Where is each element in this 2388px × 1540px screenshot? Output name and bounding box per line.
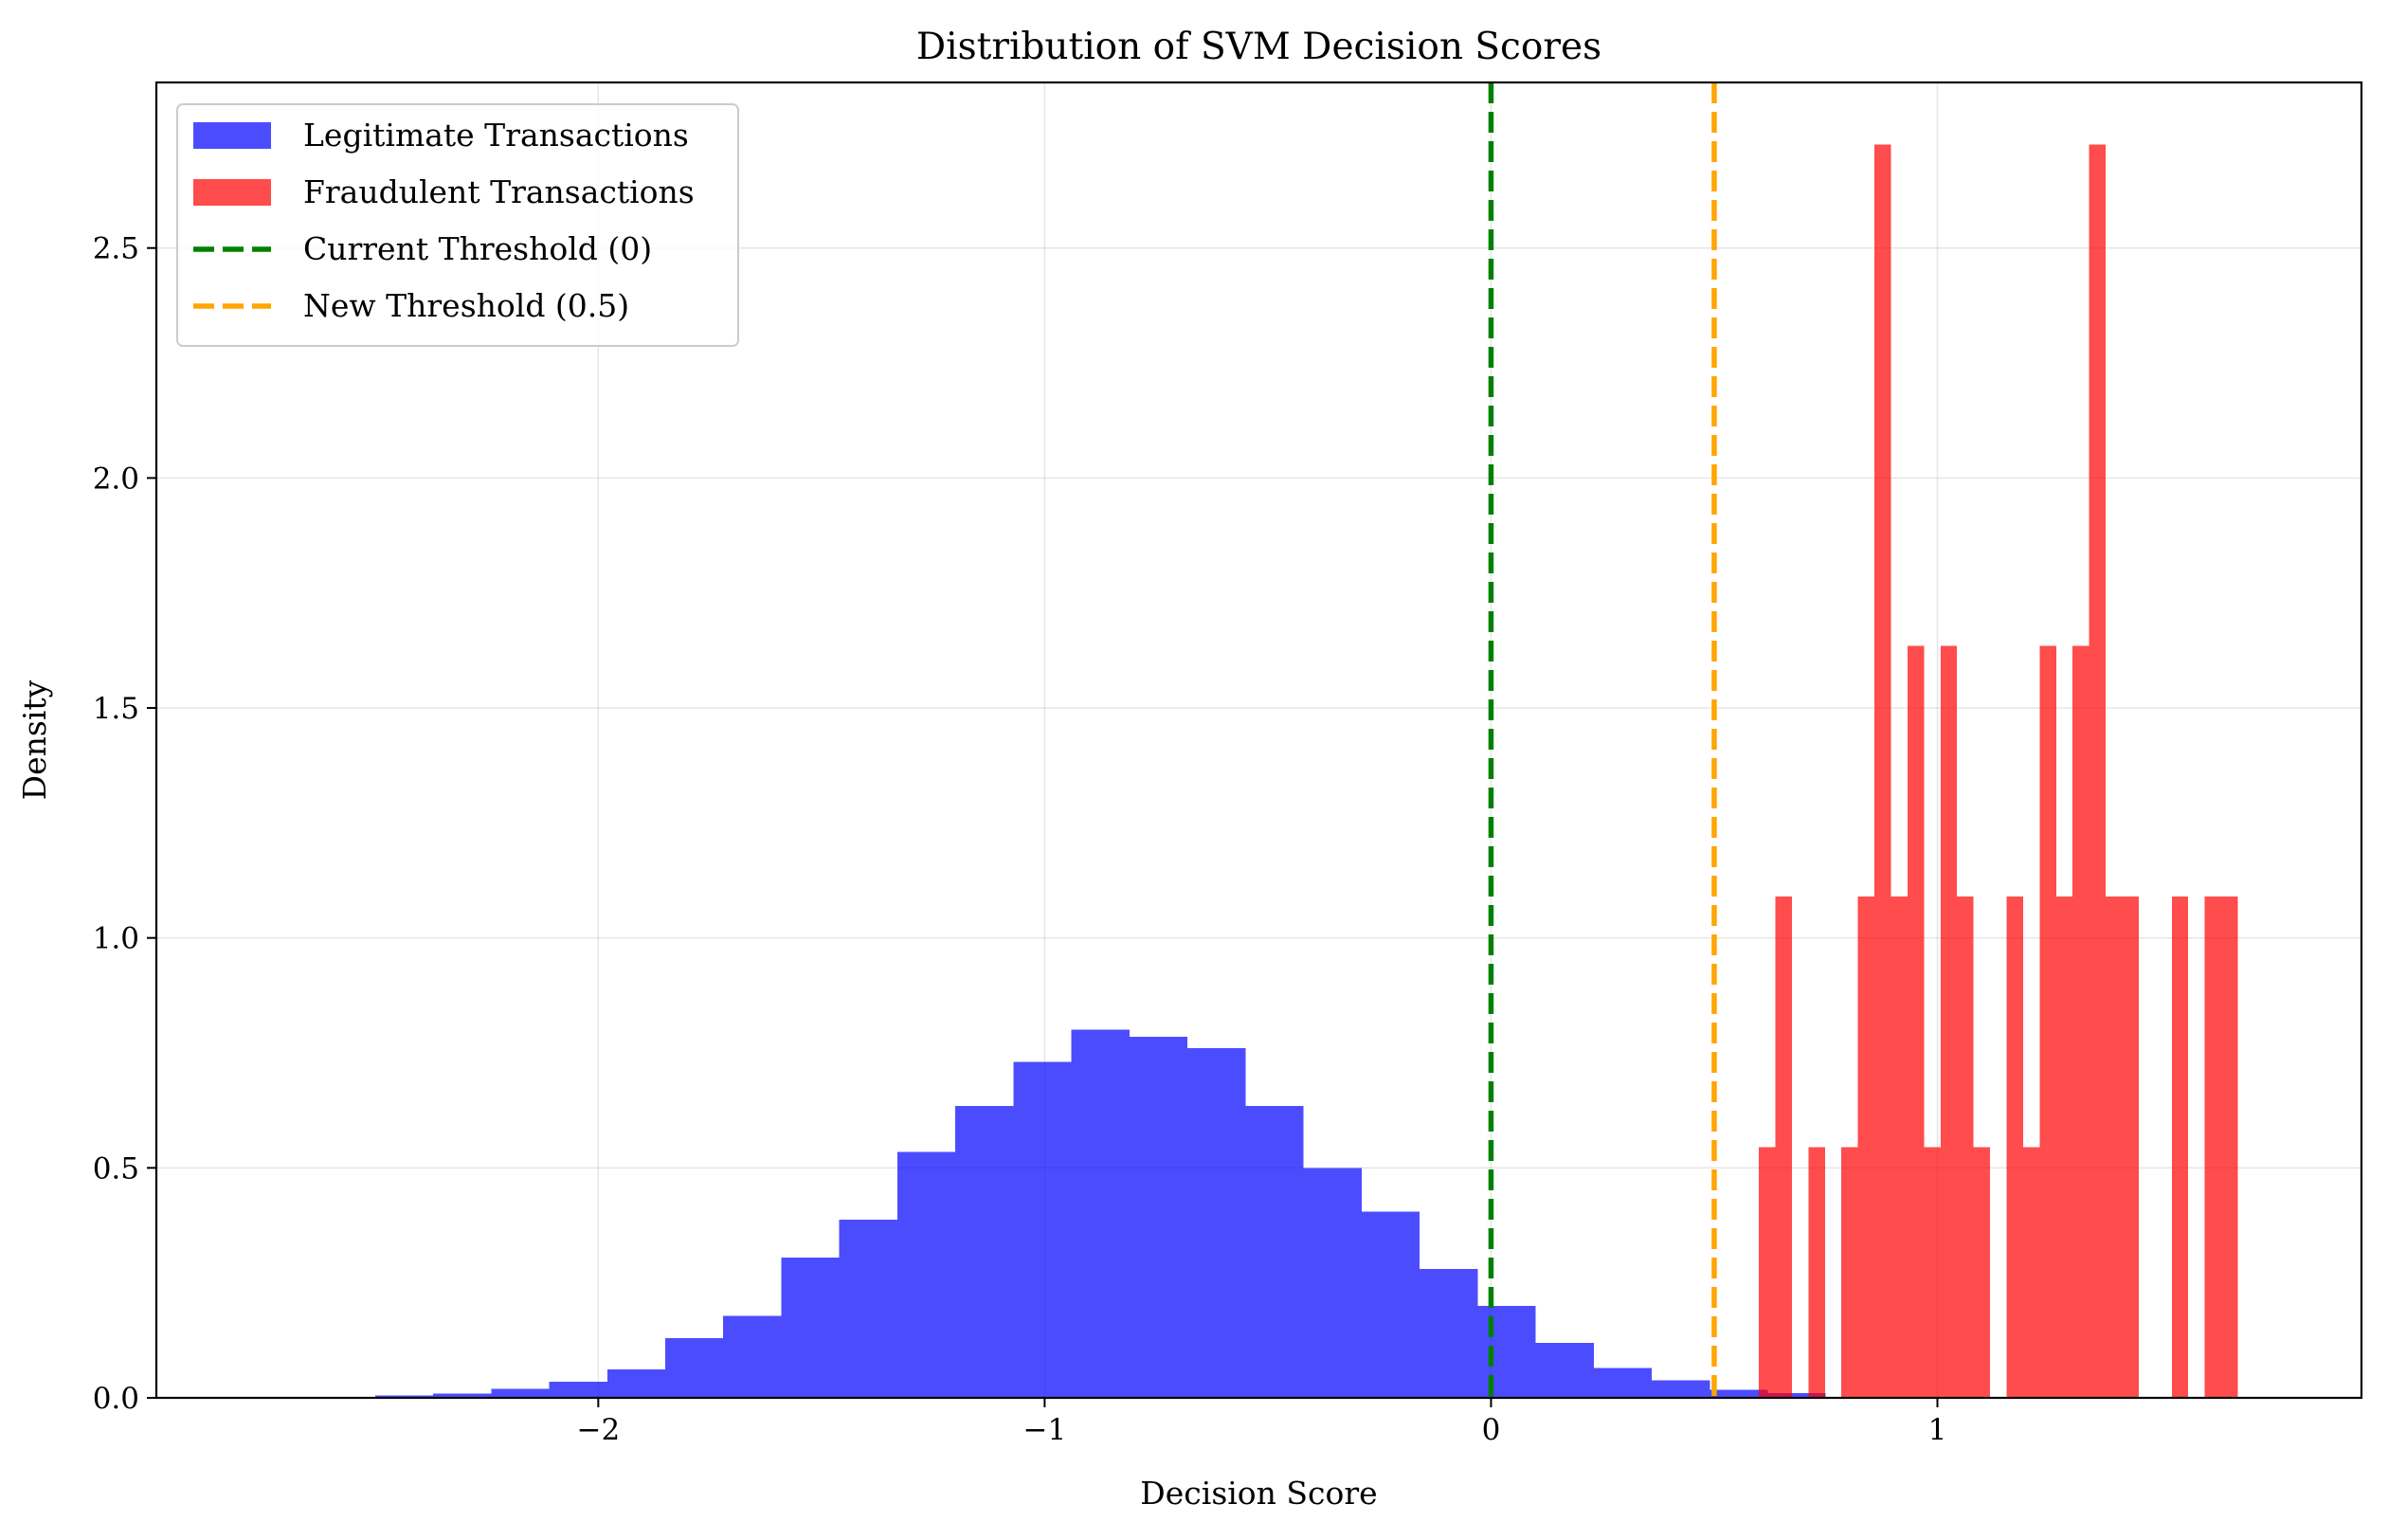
bar-legitimate [1245, 1105, 1304, 1398]
bar-legitimate [896, 1151, 956, 1398]
bar-fraudulent [1775, 897, 1792, 1398]
bar-fraudulent [1890, 897, 1908, 1398]
legend-label-legitimate: Legitimate Transactions [303, 117, 689, 154]
bar-fraudulent [1808, 1147, 1825, 1398]
y-axis-label: Density [16, 679, 53, 800]
bar-fraudulent [1874, 144, 1891, 1399]
legend-label-fraudulent: Fraudulent Transactions [303, 173, 695, 210]
bar-fraudulent [2022, 1147, 2040, 1398]
bar-legitimate [723, 1315, 782, 1398]
bar-legitimate [606, 1368, 665, 1398]
bar-legitimate [1361, 1211, 1420, 1398]
bar-legitimate [1535, 1342, 1594, 1398]
bar-legitimate [433, 1393, 492, 1398]
histogram-bars [374, 144, 2238, 1399]
bar-legitimate [955, 1105, 1014, 1398]
bar-fraudulent [1841, 1147, 1858, 1398]
bar-legitimate [491, 1388, 550, 1398]
x-axis-label: Decision Score [1140, 1475, 1377, 1512]
y-tick-label: 2.5 [93, 232, 139, 266]
bar-fraudulent [1759, 1147, 1776, 1398]
bar-fraudulent [2106, 897, 2123, 1398]
bar-fraudulent [1940, 645, 1958, 1398]
bar-fraudulent [2039, 645, 2056, 1398]
bar-legitimate [1593, 1368, 1653, 1398]
threshold-lines [1488, 82, 1717, 1398]
bar-fraudulent [2072, 645, 2090, 1398]
bar-fraudulent [1924, 1147, 1941, 1398]
bar-legitimate [1710, 1389, 1768, 1398]
bar-legitimate [1129, 1037, 1188, 1398]
bar-fraudulent [1857, 897, 1875, 1398]
x-tick-label: 0 [1482, 1413, 1501, 1447]
bar-legitimate [1187, 1048, 1246, 1398]
legend-swatch-fraudulent [193, 179, 271, 206]
bar-fraudulent [2006, 897, 2023, 1398]
bar-fraudulent [1957, 897, 1974, 1398]
y-tick-label: 2.0 [93, 462, 139, 496]
bar-legitimate [1652, 1380, 1710, 1398]
axis-ticks: −2 −1 0 1 0.0 0.5 1.0 1.5 2.0 2.5 [93, 232, 1947, 1447]
bar-fraudulent [2221, 897, 2238, 1398]
legend-label-current-threshold: Current Threshold (0) [303, 230, 652, 267]
bar-fraudulent [2055, 897, 2073, 1398]
bar-fraudulent [2122, 897, 2139, 1398]
legend-swatch-legitimate [193, 122, 271, 149]
bar-legitimate [1071, 1029, 1130, 1398]
bar-legitimate [1013, 1061, 1072, 1398]
bar-legitimate [374, 1395, 434, 1398]
bar-legitimate [1420, 1269, 1478, 1398]
legend-box [176, 103, 739, 347]
plot-frame [154, 81, 2363, 1400]
bar-legitimate [839, 1220, 897, 1398]
x-tick-label: −1 [1023, 1413, 1067, 1447]
bar-legitimate [1303, 1168, 1362, 1398]
bar-fraudulent [2171, 897, 2189, 1398]
bar-fraudulent [2089, 144, 2107, 1399]
bar-legitimate [549, 1382, 607, 1398]
bar-legitimate [781, 1257, 840, 1398]
x-tick-label: −2 [576, 1413, 620, 1447]
bar-fraudulent [2204, 897, 2222, 1398]
x-tick-label: 1 [1928, 1413, 1947, 1447]
bar-fraudulent [1973, 1147, 1991, 1398]
bar-fraudulent [1907, 645, 1925, 1398]
y-tick-label: 1.0 [93, 922, 139, 956]
bar-legitimate [665, 1337, 724, 1398]
bar-legitimate [1767, 1393, 1826, 1398]
legend: Legitimate Transactions Fraudulent Trans… [176, 103, 739, 347]
chart-title: Distribution of SVM Decision Scores [916, 26, 1601, 68]
legend-label-new-threshold: New Threshold (0.5) [303, 287, 629, 324]
bar-legitimate [1477, 1305, 1536, 1398]
y-tick-label: 0.0 [93, 1382, 139, 1416]
y-tick-label: 1.5 [93, 692, 139, 726]
y-tick-label: 0.5 [93, 1151, 139, 1186]
